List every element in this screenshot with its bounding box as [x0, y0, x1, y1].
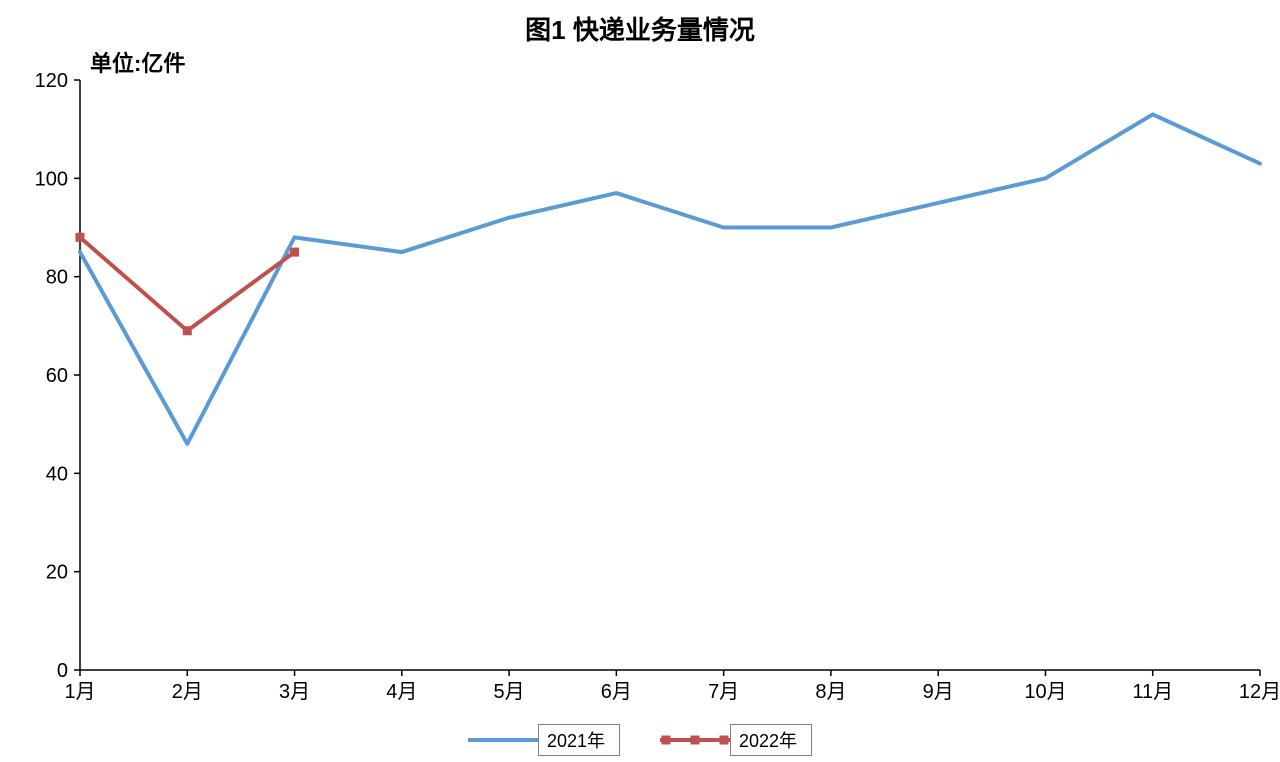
y-tick-label: 0	[57, 660, 68, 682]
x-tick-label: 11月	[1132, 681, 1173, 703]
chart-container: 图1 快递业务量情况 单位:亿件 1月2月3月4月5月6月7月8月9月10月11…	[0, 0, 1280, 762]
series-marker	[291, 248, 299, 256]
legend-label-2021: 2021年	[538, 724, 620, 756]
legend-label-2022: 2022年	[730, 724, 812, 756]
legend-swatch-2021	[468, 728, 538, 752]
x-tick-label: 6月	[601, 681, 632, 703]
series-marker	[76, 233, 84, 241]
y-tick-label: 100	[35, 168, 68, 190]
x-tick-label: 4月	[386, 681, 417, 703]
legend-item-2021: 2021年	[468, 724, 620, 756]
y-tick-label: 80	[46, 267, 68, 289]
y-tick-label: 40	[46, 463, 68, 485]
x-tick-label: 3月	[279, 681, 310, 703]
chart-legend: 2021年 2022年	[0, 724, 1280, 756]
y-tick-label: 60	[46, 365, 68, 387]
x-tick-label: 12月	[1239, 681, 1280, 703]
series-line-1	[80, 237, 295, 330]
series-marker	[183, 327, 191, 335]
x-tick-label: 8月	[815, 681, 846, 703]
x-tick-label: 2月	[172, 681, 203, 703]
legend-item-2022: 2022年	[660, 724, 812, 756]
y-tick-label: 20	[46, 562, 68, 584]
chart-svg: 1月 2月 3月 4月 5月 6月 7月 8月 9月 10月 11月 12月 0 20 40 60 80 100…	[0, 0, 1280, 762]
x-tick-label: 10月	[1024, 681, 1066, 703]
legend-swatch-2022	[660, 728, 730, 752]
x-tick-label: 9月	[923, 681, 954, 703]
x-tick-label: 5月	[494, 681, 525, 703]
x-tick-label: 1月	[64, 681, 95, 703]
y-tick-label: 120	[35, 70, 68, 92]
x-tick-label: 7月	[708, 681, 739, 703]
